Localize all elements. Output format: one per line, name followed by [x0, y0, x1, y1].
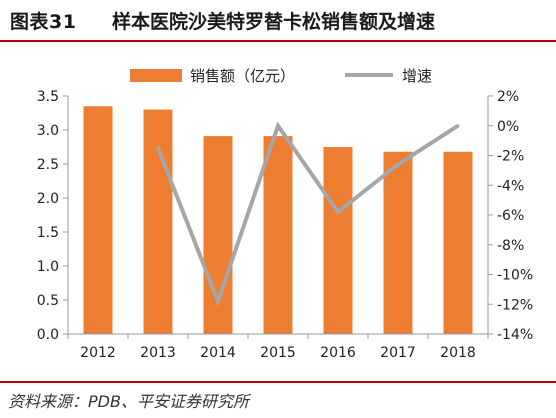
x-tick-label: 2014	[200, 345, 236, 361]
growth-point	[156, 146, 160, 150]
left-tick-label: 2.0	[37, 191, 59, 207]
right-tick-label: -4%	[497, 178, 524, 194]
right-tick-label: -14%	[497, 327, 533, 343]
left-tick-label: 0.5	[37, 293, 59, 309]
left-tick-label: 1.0	[37, 259, 59, 275]
right-tick-label: -12%	[497, 297, 533, 313]
right-tick-label: -8%	[497, 238, 524, 254]
source-note: 资料来源：PDB、平安证券研究所	[8, 392, 249, 411]
x-tick-label: 2016	[320, 345, 356, 361]
line-series	[156, 121, 460, 308]
left-tick-label: 0.0	[37, 327, 59, 343]
left-tick-label: 3.5	[37, 89, 59, 105]
left-tick-label: 2.5	[37, 157, 59, 173]
left-y-axis: 0.0 0.5 1.0 1.5 2.0 2.5 3.0 3.5	[37, 89, 69, 343]
x-tick-label: 2015	[260, 345, 296, 361]
right-tick-label: -2%	[497, 149, 524, 165]
combo-chart: 销售额（亿元） 增速 0.00.51.01.52.02.53.03.5 -14%-…	[37, 67, 533, 361]
growth-point	[396, 162, 400, 166]
legend-line-label: 增速	[402, 67, 432, 85]
bar-series	[83, 106, 473, 334]
x-tick-label: 2012	[80, 345, 116, 361]
chart-legend: 销售额（亿元） 增速	[130, 67, 432, 85]
growth-line	[156, 121, 460, 308]
bar	[143, 109, 173, 334]
bar	[83, 106, 113, 334]
figure-label: 图表31	[10, 11, 77, 33]
left-tick-label: 3.0	[37, 123, 59, 139]
chart-footer: 资料来源：PDB、平安证券研究所	[0, 381, 556, 418]
legend-bar-label: 销售额（亿元）	[190, 67, 295, 85]
legend-bar-swatch	[130, 69, 182, 82]
right-tick-label: -6%	[497, 208, 524, 224]
x-axis: 2012 2013 2014 2015 2016 2017 2018	[67, 333, 489, 361]
bar	[263, 136, 293, 334]
right-y-axis: -14% -12% -10% -8% -6% -4% -2% 0% 2%	[487, 89, 533, 343]
growth-point	[276, 124, 280, 128]
bar	[383, 151, 413, 334]
x-tick-label: 2013	[140, 345, 176, 361]
x-tick-label: 2017	[380, 345, 416, 361]
bar	[323, 147, 353, 334]
x-tick-label: 2018	[440, 345, 476, 361]
bar	[443, 151, 473, 334]
right-tick-label: 0%	[497, 119, 519, 135]
growth-point	[336, 210, 340, 214]
growth-point	[456, 124, 460, 128]
chart-title: 样本医院沙美特罗替卡松销售额及增速	[112, 11, 436, 33]
right-tick-label: -10%	[497, 268, 533, 284]
chart-header: 图表31 样本医院沙美特罗替卡松销售额及增速	[0, 0, 556, 42]
left-tick-label: 1.5	[37, 225, 59, 241]
growth-point	[216, 299, 220, 303]
right-tick-label: 2%	[497, 89, 519, 105]
